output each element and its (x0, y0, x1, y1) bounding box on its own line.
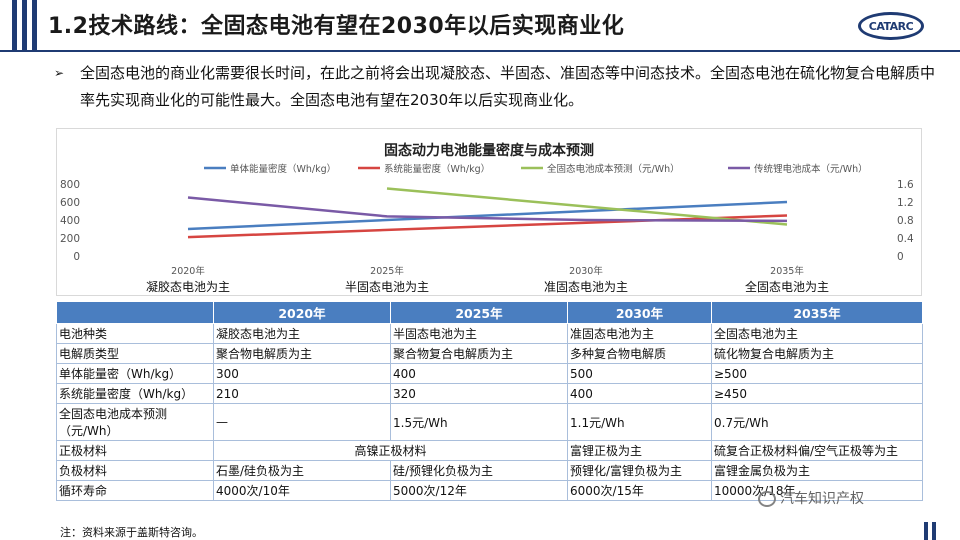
series-line (386, 187, 788, 226)
table-cell: 单体能量密（Wh/kg） (56, 363, 214, 384)
y-left-tick-label: 600 (60, 197, 80, 209)
legend-label: 传统锂电池成本（元/Wh） (754, 163, 868, 175)
table-header-cell: 2025年 (390, 301, 568, 324)
series-line (187, 196, 788, 223)
table-cell: 半固态电池为主 (390, 323, 568, 344)
intro-bullet: ➢ 全固态电池的商业化需要很长时间，在此之前将会出现凝胶态、半固态、准固态等中间… (54, 60, 936, 114)
series-line (187, 200, 788, 231)
table-cell: 聚合物电解质为主 (213, 343, 391, 364)
y-left-tick-label: 200 (60, 233, 80, 245)
table-cell: 300 (213, 363, 391, 384)
table-cell: 1.5元/Wh (390, 403, 568, 441)
table-cell: 循环寿命 (56, 480, 214, 501)
wechat-icon (758, 491, 776, 507)
table-header-row: 2020年 2025年 2030年 2035年 (56, 301, 923, 324)
watermark: 汽车知识产权 (758, 488, 864, 508)
table-cell: 全固态电池成本预测（元/Wh） (56, 403, 214, 441)
table-cell: 负极材料 (56, 460, 214, 481)
intro-text: 全固态电池的商业化需要很长时间，在此之前将会出现凝胶态、半固态、准固态等中间态技… (80, 64, 936, 109)
table-cell: 5000次/12年 (390, 480, 568, 501)
x-category-sublabel: 半固态电池为主 (345, 280, 429, 294)
table-cell: 高镍正极材料 (213, 440, 568, 461)
table-header-cell: 2030年 (567, 301, 712, 324)
table-cell: 电池种类 (56, 323, 214, 344)
table-header-cell: 2035年 (711, 301, 923, 324)
x-tick-label: 2020年 (171, 265, 205, 277)
table-cell: 准固态电池为主 (567, 323, 712, 344)
x-tick-label: 2035年 (770, 265, 804, 277)
table-cell: 500 (567, 363, 712, 384)
table-cell: ≥500 (711, 363, 923, 384)
table-cell: 电解质类型 (56, 343, 214, 364)
table-cell: 1.1元/Wh (567, 403, 712, 441)
table-cell: 聚合物复合电解质为主 (390, 343, 568, 364)
table-row: 电池种类 凝胶态电池为主 半固态电池为主 准固态电池为主 全固态电池为主 (56, 323, 923, 344)
table-row: 电解质类型 聚合物电解质为主 聚合物复合电解质为主 多种复合物电解质 硫化物复合… (56, 343, 923, 364)
y-left-tick-label: 0 (73, 251, 80, 263)
table-cell: 富锂金属负极为主 (711, 460, 923, 481)
roadmap-table: 2020年 2025年 2030年 2035年 电池种类 凝胶态电池为主 半固态… (56, 301, 923, 501)
y-right-tick-label: 0.8 (897, 215, 914, 227)
x-category-sublabel: 全固态电池为主 (745, 279, 829, 294)
page-title: 1.2技术路线：全固态电池有望在2030年以后实现商业化 (48, 14, 625, 39)
table-cell: 400 (567, 383, 712, 404)
table-cell: 正极材料 (56, 440, 214, 461)
table-cell: 凝胶态电池为主 (213, 323, 391, 344)
legend-label: 系统能量密度（Wh/kg） (384, 163, 490, 175)
table-cell: — (213, 403, 391, 441)
table-row: 正极材料 高镍正极材料 富锂正极为主 硫复合正极材料偏/空气正极等为主 (56, 440, 923, 461)
table-header-cell: 2020年 (213, 301, 391, 324)
table-cell: 硅/预锂化负极为主 (390, 460, 568, 481)
table-cell: 400 (390, 363, 568, 384)
bullet-arrow-icon: ➢ (54, 66, 65, 80)
x-tick-label: 2025年 (370, 265, 404, 277)
legend-label: 单体能量密度（Wh/kg） (230, 163, 336, 175)
table-row: 负极材料 石墨/硅负极为主 硅/预锂化负极为主 预锂化/富锂负极为主 富锂金属负… (56, 460, 923, 481)
table-cell: 4000次/10年 (213, 480, 391, 501)
table-header-cell (56, 301, 214, 324)
table-cell: 0.7元/Wh (711, 403, 923, 441)
table-cell: 富锂正极为主 (567, 440, 712, 461)
y-left-tick-label: 800 (60, 179, 80, 191)
x-category-sublabel: 凝胶态电池为主 (146, 279, 230, 294)
series-line (187, 214, 788, 239)
catarc-logo: CATARC (858, 12, 924, 40)
table-cell: 石墨/硅负极为主 (213, 460, 391, 481)
table-row: 循环寿命 4000次/10年 5000次/12年 6000次/15年 10000… (56, 480, 923, 501)
y-right-tick-label: 1.6 (897, 179, 914, 191)
table-row: 全固态电池成本预测（元/Wh） — 1.5元/Wh 1.1元/Wh 0.7元/W… (56, 403, 923, 441)
legend-label: 全固态电池成本预测（元/Wh） (547, 163, 680, 175)
table-cell: 系统能量密度（Wh/kg） (56, 383, 214, 404)
table-cell: 预锂化/富锂负极为主 (567, 460, 712, 481)
energy-cost-chart: 固态动力电池能量密度与成本预测单体能量密度（Wh/kg） 系统能量密度（Wh/kg… (56, 128, 922, 296)
table-cell: 硫化物复合电解质为主 (711, 343, 923, 364)
x-category-sublabel: 准固态电池为主 (544, 280, 628, 294)
title-divider (0, 50, 960, 52)
source-footnote: 注：资料来源于盖斯特咨询。 (60, 526, 203, 539)
table-row: 系统能量密度（Wh/kg） 210 320 400 ≥450 (56, 383, 923, 404)
y-left-tick-label: 400 (60, 215, 80, 227)
y-right-tick-label: 0 (897, 251, 904, 263)
table-cell: ≥450 (711, 383, 923, 404)
table-row: 单体能量密（Wh/kg） 300 400 500 ≥500 (56, 363, 923, 384)
x-tick-label: 2030年 (569, 265, 603, 277)
y-right-tick-label: 1.2 (897, 197, 914, 209)
table-cell: 全固态电池为主 (711, 323, 923, 344)
chart-title: 固态动力电池能量密度与成本预测 (384, 142, 594, 159)
table-cell: 6000次/15年 (567, 480, 712, 501)
watermark-text: 汽车知识产权 (780, 491, 864, 507)
table-cell: 多种复合物电解质 (567, 343, 712, 364)
table-cell: 320 (390, 383, 568, 404)
table-cell: 硫复合正极材料偏/空气正极等为主 (711, 440, 923, 461)
table-cell: 210 (213, 383, 391, 404)
chart-frame (56, 128, 922, 296)
y-right-tick-label: 0.4 (897, 233, 914, 245)
